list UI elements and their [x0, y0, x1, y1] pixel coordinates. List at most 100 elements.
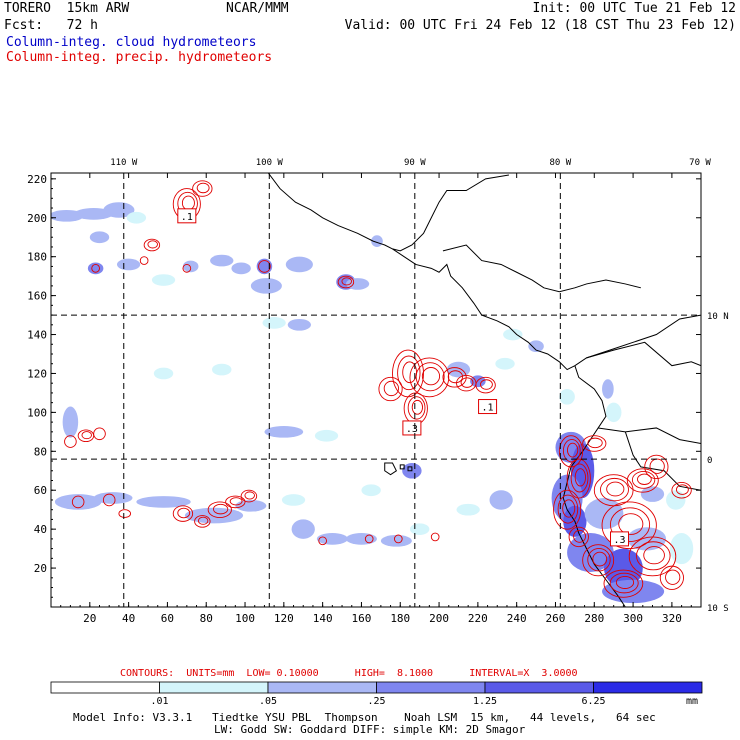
y-tick-label: 80: [34, 445, 47, 458]
field-cloud-label: Column-integ. cloud hydrometeors: [6, 35, 257, 50]
cloud-cell: [361, 484, 381, 497]
cloud-cell: [93, 492, 133, 504]
precip-contour: [615, 575, 635, 589]
x-tick-label: 300: [623, 612, 643, 625]
y-tick-label: 200: [27, 212, 47, 225]
cloud-cell: [446, 361, 471, 378]
x-tick-label: 240: [507, 612, 527, 625]
precip-contour: [118, 509, 132, 518]
coastline: [598, 427, 701, 445]
field-precip-label: Column-integ. precip. hydrometeors: [6, 50, 273, 65]
precip-contour: [411, 399, 424, 415]
cloud-cell: [287, 318, 311, 331]
x-tick-label: 180: [390, 612, 410, 625]
island: [407, 466, 413, 472]
longitude-label: 100 W: [256, 158, 284, 168]
cloud-cell: [87, 262, 104, 275]
cloud-cell: [54, 494, 102, 510]
colorbar-label: 6.25: [581, 696, 605, 707]
precip-contour: [665, 569, 681, 585]
precip-contour: [626, 468, 659, 493]
longitude-label: 70 W: [689, 158, 711, 168]
precip-contour: [421, 367, 441, 386]
precip-contour: [603, 569, 644, 598]
cloud-cell: [316, 533, 348, 545]
precip-contour: [618, 513, 644, 535]
colorbar-swatch: [267, 681, 377, 694]
x-tick-label: 220: [468, 612, 488, 625]
precip-contour: [258, 260, 271, 273]
coastline: [442, 244, 641, 293]
precip-contour: [631, 471, 656, 489]
precip-contour: [442, 367, 467, 388]
y-tick-label: 120: [27, 367, 47, 380]
precip-contour: [182, 264, 192, 273]
precip-contour: [606, 481, 625, 497]
cloud-cell: [528, 340, 544, 353]
contour-label-box: [402, 420, 422, 436]
precip-contour-layer: [64, 180, 692, 598]
cloud-cell: [231, 262, 251, 275]
y-tick-label: 220: [27, 173, 47, 186]
colorbar-swatch: [376, 681, 486, 694]
contour-label-box: [478, 399, 498, 415]
x-tick-label: 200: [429, 612, 449, 625]
precip-contour: [592, 551, 608, 567]
cloud-cell: [103, 202, 135, 218]
precip-contour: [393, 534, 403, 544]
precip-contour: [460, 377, 474, 388]
colorbar-label: 1.25: [473, 696, 497, 707]
precip-contour: [225, 495, 246, 509]
cloud-cell: [264, 426, 304, 438]
y-tick-label: 40: [34, 523, 47, 536]
x-tick-label: 20: [83, 612, 96, 625]
precip-contour: [480, 379, 493, 390]
precip-contour: [430, 532, 440, 542]
plot-frame: [50, 172, 702, 608]
cloud-cell: [584, 498, 624, 530]
precip-contour: [207, 501, 232, 518]
precip-contour: [197, 516, 209, 525]
precip-contour: [675, 484, 689, 495]
precip-contour: [177, 507, 191, 519]
cloud-cell: [250, 278, 282, 294]
precip-contour: [649, 458, 665, 474]
y-tick-label: 20: [34, 562, 47, 575]
precip-contour: [402, 361, 417, 384]
precip-contour: [600, 477, 629, 502]
colorbar-swatch: [159, 681, 269, 694]
precip-contour: [240, 489, 258, 503]
y-tick-label: 60: [34, 484, 47, 497]
contours-info: CONTOURS: UNITS=mm LOW= 0.10000 HIGH= 8.…: [120, 668, 578, 679]
cloud-cell: [291, 519, 315, 539]
cloud-cell: [640, 486, 665, 502]
cloud-cell: [666, 490, 686, 510]
cloud-cell: [627, 527, 667, 551]
island: [399, 464, 405, 470]
cloud-cell: [126, 211, 147, 224]
y-tick-label: 160: [27, 290, 47, 303]
precip-contour: [636, 541, 671, 571]
precip-contour: [337, 275, 355, 289]
precip-contour: [659, 565, 684, 590]
colorbar-unit: mm: [686, 696, 698, 707]
precip-contour: [194, 515, 211, 528]
precip-contour: [593, 474, 634, 507]
precip-contour: [147, 240, 158, 249]
cloud-cell: [605, 402, 622, 423]
cloud-cell: [212, 363, 232, 376]
coastline: [586, 341, 701, 367]
precip-contour: [574, 468, 586, 487]
latitude-label: 0: [707, 456, 712, 466]
x-tick-label: 100: [235, 612, 255, 625]
precip-contour: [587, 547, 611, 572]
longitude-label: 80 W: [549, 158, 571, 168]
y-tick-label: 100: [27, 406, 47, 419]
precip-contour: [475, 376, 496, 394]
island: [384, 462, 398, 476]
precip-contour: [81, 431, 92, 440]
x-tick-label: 40: [122, 612, 135, 625]
precip-contour: [407, 396, 426, 420]
contour-label: .1: [482, 403, 494, 414]
precip-contour: [143, 238, 161, 252]
